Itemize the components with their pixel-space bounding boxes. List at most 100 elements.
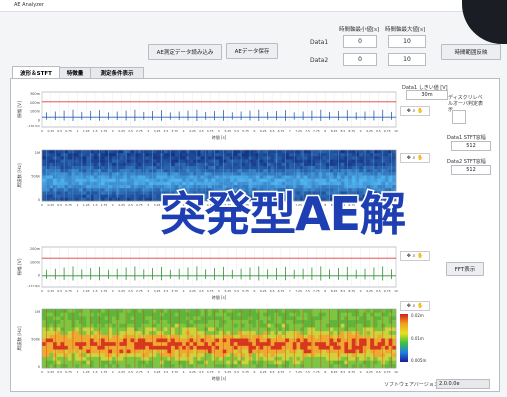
spectrogram-cell — [207, 364, 212, 369]
data2-min-input[interactable]: 0 — [343, 53, 377, 66]
apply-range-button[interactable]: 時間範囲反映 — [441, 44, 501, 60]
x-tick-label: 3.5 — [164, 289, 169, 293]
stft2-input[interactable]: 512 — [451, 165, 491, 175]
spectrogram-cell — [123, 349, 128, 354]
spectrogram-cell — [174, 150, 179, 154]
wave2-tools[interactable]: ✥ ⌕ ✋ — [400, 251, 430, 261]
x-tick-label: 9.5 — [376, 129, 381, 133]
spectrogram-cell — [115, 320, 120, 325]
spectrogram-cell — [145, 356, 150, 361]
spectrogram-cell — [78, 353, 83, 358]
spectrogram-cell — [233, 159, 238, 164]
load-ae-data-button[interactable]: AE測定データ読み込み — [148, 44, 222, 60]
threshold-input[interactable]: 30m — [406, 90, 448, 100]
spectrogram-cell — [366, 197, 371, 202]
spectrogram-cell — [200, 188, 205, 192]
spectrogram-cell — [233, 169, 238, 173]
spectrogram-cell — [303, 316, 308, 321]
spectrogram-cell — [130, 349, 135, 354]
spectrogram-cell — [137, 175, 142, 179]
spectrogram-cell — [189, 338, 194, 343]
spectrogram-cell — [101, 153, 105, 157]
spectrogram-cell — [160, 150, 164, 154]
spectrogram-cell — [115, 349, 120, 354]
spectrogram-cell — [163, 349, 168, 354]
spectrogram-cell — [359, 356, 364, 361]
spectrogram-cell — [373, 159, 378, 164]
spectrogram-cell — [104, 165, 109, 170]
spectrogram-cell — [263, 338, 268, 343]
tab-features[interactable]: 特徴量 — [59, 67, 91, 78]
spectrogram-cell — [303, 178, 308, 183]
spectrogram-cell — [119, 349, 124, 354]
spectrogram-cell — [130, 338, 135, 343]
spectrogram-cell — [289, 194, 294, 199]
spectrogram-cell — [101, 194, 105, 199]
data2-max-input[interactable]: 10 — [388, 53, 426, 66]
tab-conditions[interactable]: 測定条件表示 — [90, 67, 144, 78]
spectrogram-cell — [311, 323, 316, 328]
spectrogram-cell — [281, 331, 286, 336]
spectrogram-cell — [160, 342, 164, 347]
data1-min-input[interactable]: 0 — [343, 35, 377, 48]
spectrogram-cell — [60, 153, 65, 157]
spectrogram-cell — [219, 312, 223, 317]
x-tick-label: 10 — [394, 129, 398, 133]
spectrogram-cell — [45, 320, 50, 325]
save-ae-data-button[interactable]: AEデータ保存 — [226, 43, 278, 59]
spectrogram-cell — [171, 320, 176, 325]
spectrogram-cell — [152, 331, 157, 336]
spec2-tools[interactable]: ✥ ⌕ ✋ — [400, 301, 430, 311]
spectrogram-cell — [241, 191, 246, 195]
spectrogram-cell — [222, 191, 227, 195]
spectrogram-cell — [134, 309, 139, 313]
spectrogram-cell — [219, 156, 223, 160]
spectrogram-cell — [233, 175, 238, 179]
spectrogram-cell — [207, 175, 212, 179]
spectrogram-cell — [171, 327, 176, 332]
fft-display-button[interactable]: FFT表示 — [446, 262, 484, 276]
spectrogram-cell — [370, 316, 375, 321]
wave1-tools[interactable]: ✥ ⌕ ✋ — [400, 106, 430, 116]
spectrogram-cell — [241, 178, 246, 183]
spectrogram-cell — [263, 349, 268, 354]
spectrogram-cell — [226, 194, 231, 199]
spectrogram-cell — [325, 323, 330, 328]
spectrogram-cell — [207, 188, 212, 192]
tab-waveform-stft[interactable]: 波形＆STFT — [12, 66, 60, 78]
spectrogram-cell — [67, 181, 72, 186]
spectrogram-cell — [314, 331, 319, 336]
spectrogram-cell — [337, 320, 341, 325]
spectrogram-cell — [160, 349, 164, 354]
spectrogram-cell — [344, 153, 349, 157]
spectrogram-cell — [263, 165, 268, 170]
spectrogram-cell — [49, 153, 54, 157]
spectrogram-cell — [182, 349, 187, 354]
spectrogram-cell — [89, 356, 94, 361]
spectrogram-cell — [285, 165, 290, 170]
x-tick-label: 5.75 — [242, 129, 249, 133]
spectrogram-cell — [219, 342, 223, 347]
x-tick-label: 3.5 — [164, 370, 169, 374]
spectrogram-cell — [281, 175, 286, 179]
spectrogram-cell — [285, 316, 290, 321]
spectrogram-cell — [296, 356, 301, 361]
spectrogram-cell — [292, 150, 297, 154]
data1-max-input[interactable]: 10 — [388, 35, 426, 48]
spectrogram-cell — [219, 185, 223, 189]
spectrogram-cell — [82, 175, 87, 179]
spectrogram-cell — [178, 188, 183, 192]
spectrogram-cell — [270, 153, 275, 157]
stft1-input[interactable]: 512 — [451, 141, 491, 151]
spectrogram-cell — [171, 165, 176, 170]
spectrogram-cell — [219, 159, 223, 164]
spectrogram-cell — [112, 156, 117, 160]
spectrogram-cell — [45, 191, 50, 195]
x-tick-label: 9.5 — [376, 203, 381, 207]
spectrogram-cell — [248, 360, 253, 365]
x-tick-label: 8 — [324, 289, 326, 293]
spectrogram-cell — [196, 191, 201, 195]
spectrogram-cell — [296, 309, 301, 313]
spec1-tools[interactable]: ✥ ⌕ ✋ — [400, 153, 430, 163]
spectrogram-cell — [112, 169, 117, 173]
